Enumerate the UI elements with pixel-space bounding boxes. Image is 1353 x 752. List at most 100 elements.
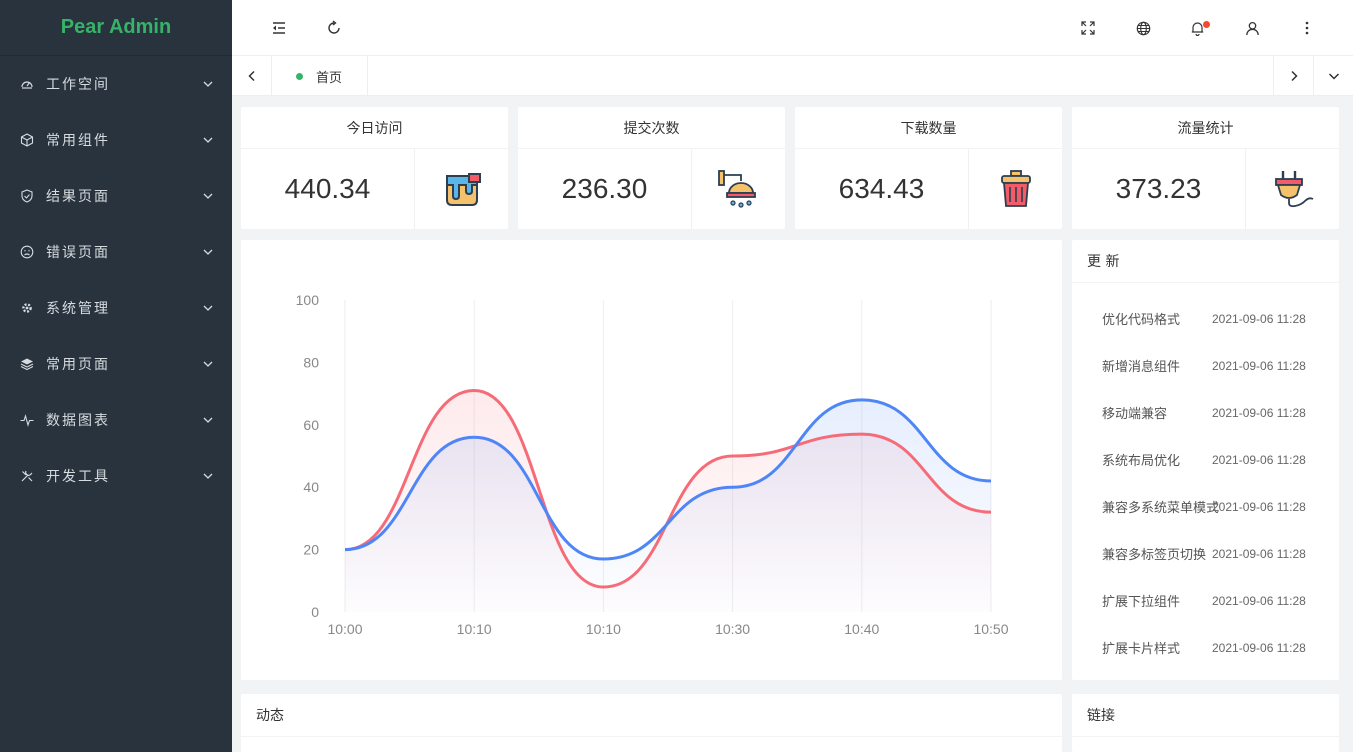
user-icon[interactable] (1238, 14, 1266, 42)
tab-bar: 首页 (232, 56, 1353, 96)
updates-title: 更 新 (1072, 240, 1339, 283)
update-title: 扩展卡片样式 (1102, 642, 1181, 657)
update-time: 2021-09-06 11:28 (1212, 546, 1306, 561)
chevron-down-icon (202, 78, 214, 90)
stat-value: 236.30 (518, 149, 692, 229)
stat-title: 今日访问 (241, 107, 508, 149)
y-tick-label: 100 (296, 292, 320, 308)
chevron-right-icon (1290, 70, 1298, 82)
tab-menu-dropdown-button[interactable] (1313, 56, 1353, 96)
sidebar-item-label: 错误页面 (46, 245, 110, 261)
sidebar: Pear Admin 工作空间 常用组件 结果页面 (0, 0, 232, 752)
sidebar-item-label: 开发工具 (46, 469, 110, 485)
stat-title: 下载数量 (795, 107, 1062, 149)
sidebar-item-label: 常用组件 (46, 133, 110, 149)
list-item[interactable]: 优化代码格式 2021-09-06 11:28 (1072, 295, 1339, 342)
updates-list: 优化代码格式 2021-09-06 11:28 新增消息组件 2021-09-06 … (1072, 283, 1339, 671)
y-tick-label: 80 (303, 354, 319, 370)
sidebar-item-charts[interactable]: 数据图表 (0, 392, 232, 448)
x-tick-label: 10:00 (327, 621, 362, 637)
sidebar-item-dev-tools[interactable]: 开发工具 (0, 448, 232, 504)
gear-icon (20, 301, 34, 315)
y-tick-label: 40 (303, 479, 319, 495)
series-line (344, 398, 992, 561)
list-item[interactable]: 扩展下拉组件 2021-09-06 11:28 (1072, 577, 1339, 624)
x-tick-label: 10:30 (715, 621, 750, 637)
updates-panel: 更 新 优化代码格式 2021-09-06 11:28 新增消息组件 2021-09… (1072, 240, 1339, 680)
x-tick-label: 10:50 (973, 621, 1008, 637)
tab-home[interactable]: 首页 (272, 56, 368, 96)
paint-bucket-icon (415, 149, 508, 229)
sidebar-item-system[interactable]: 系统管理 (0, 280, 232, 336)
notification-dot (1203, 21, 1210, 28)
links-title: 链接 (1072, 694, 1339, 737)
update-time: 2021-09-06 11:28 (1212, 405, 1306, 420)
series-line (344, 388, 992, 589)
chevron-down-icon (202, 190, 214, 202)
sidebar-item-label: 工作空间 (46, 77, 110, 93)
fullscreen-icon[interactable] (1074, 14, 1102, 42)
plug-icon (1246, 149, 1339, 229)
chart-panel: 0 20 40 60 80 100 10:00 10:10 10:10 10:30 10:40 10:… (241, 240, 1062, 680)
stat-title: 流量统计 (1072, 107, 1339, 149)
dynamics-title: 动态 (241, 694, 1062, 737)
list-item[interactable]: 系统布局优化 2021-09-06 11:28 (1072, 436, 1339, 483)
stat-title: 提交次数 (518, 107, 785, 149)
update-title: 扩展下拉组件 (1102, 595, 1181, 610)
trash-bin-icon (969, 149, 1062, 229)
refresh-icon[interactable] (320, 14, 348, 42)
sidebar-item-workspace[interactable]: 工作空间 (0, 56, 232, 112)
x-tick-label: 10:10 (457, 621, 492, 637)
tab-scroll-left-button[interactable] (232, 56, 272, 96)
chevron-down-icon (202, 246, 214, 258)
y-tick-label: 60 (303, 417, 319, 433)
stat-card-visits: 今日访问 440.34 (241, 107, 508, 229)
tab-scroll-right-button[interactable] (1273, 56, 1313, 96)
x-tick-label: 10:10 (586, 621, 621, 637)
chevron-down-icon (202, 414, 214, 426)
update-title: 新增消息组件 (1102, 360, 1181, 375)
dashboard-icon (20, 77, 34, 91)
chevron-left-icon (247, 70, 255, 82)
sidebar-item-label: 常用页面 (46, 357, 110, 373)
active-tab-dot (296, 72, 303, 80)
stat-value: 634.43 (795, 149, 969, 229)
list-item[interactable]: 兼容多系统菜单模式 2021-09-06 11:28 (1072, 483, 1339, 530)
list-item[interactable]: 移动端兼容 2021-09-06 11:28 (1072, 389, 1339, 436)
sidebar-menu: 工作空间 常用组件 结果页面 错误页面 (0, 56, 232, 504)
update-time: 2021-09-06 11:28 (1212, 640, 1306, 655)
list-item[interactable]: 扩展卡片样式 2021-09-06 11:28 (1072, 624, 1339, 671)
sidebar-item-result-pages[interactable]: 结果页面 (0, 168, 232, 224)
component-box-icon (20, 133, 34, 147)
pulse-icon (20, 413, 34, 427)
sidebar-item-common-pages[interactable]: 常用页面 (0, 336, 232, 392)
update-time: 2021-09-06 11:28 (1212, 593, 1306, 608)
line-area-chart: 0 20 40 60 80 100 10:00 10:10 10:10 10:30 10:40 10:… (296, 292, 1009, 637)
menu-fold-icon[interactable] (265, 14, 293, 42)
update-time: 2021-09-06 11:28 (1212, 311, 1306, 326)
app-logo[interactable]: Pear Admin (0, 0, 232, 56)
update-time: 2021-09-06 11:28 (1212, 358, 1306, 373)
more-vertical-icon[interactable] (1293, 14, 1321, 42)
update-time: 2021-09-06 11:28 (1212, 499, 1306, 514)
shower-icon (692, 149, 785, 229)
tools-icon (20, 469, 34, 483)
series-area (345, 399, 991, 612)
stat-value: 440.34 (241, 149, 415, 229)
bell-icon[interactable] (1183, 14, 1211, 42)
sad-face-icon (20, 245, 34, 259)
chevron-down-icon (202, 302, 214, 314)
sidebar-item-components[interactable]: 常用组件 (0, 112, 232, 168)
update-title: 移动端兼容 (1102, 407, 1168, 422)
sidebar-item-label: 结果页面 (46, 189, 110, 205)
globe-icon[interactable] (1129, 14, 1157, 42)
x-tick-label: 10:40 (844, 621, 879, 637)
dynamics-panel: 动态 (241, 694, 1062, 752)
tab-home-label: 首页 (316, 70, 343, 86)
chevron-down-icon (202, 358, 214, 370)
update-title: 系统布局优化 (1102, 454, 1181, 469)
y-tick-label: 20 (303, 542, 319, 558)
sidebar-item-error-pages[interactable]: 错误页面 (0, 224, 232, 280)
list-item[interactable]: 兼容多标签页切换 2021-09-06 11:28 (1072, 530, 1339, 577)
list-item[interactable]: 新增消息组件 2021-09-06 11:28 (1072, 342, 1339, 389)
